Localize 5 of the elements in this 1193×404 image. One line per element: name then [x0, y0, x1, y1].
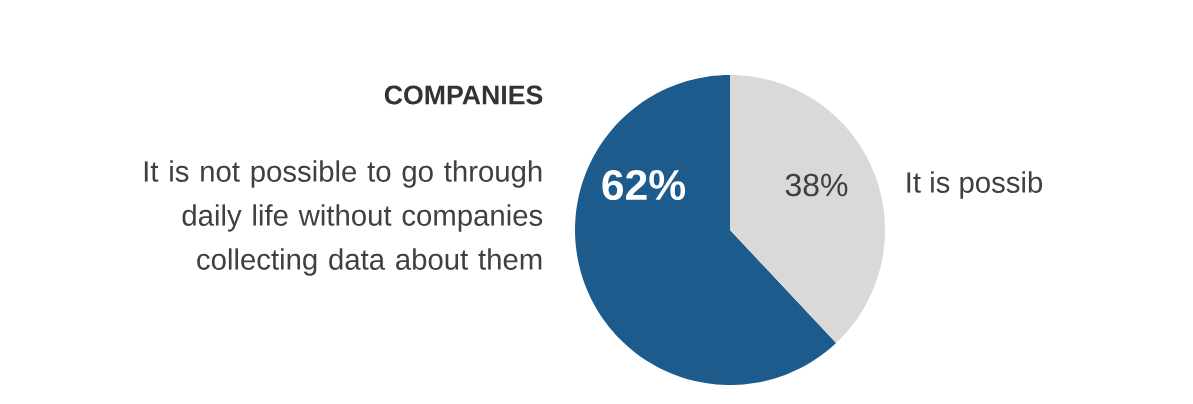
slice-label: It is not possible to go through daily life without companies collecting data about them [144, 160, 543, 276]
chart-title: COMPANIES [384, 85, 543, 105]
data-label: 38% [785, 173, 848, 197]
data-label: 62% [602, 169, 686, 201]
slice-label: It is possib [907, 171, 1043, 199]
